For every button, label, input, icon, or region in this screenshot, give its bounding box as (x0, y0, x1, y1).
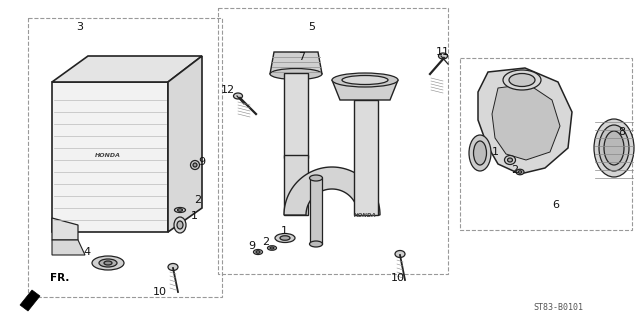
Polygon shape (284, 73, 308, 158)
Ellipse shape (234, 93, 243, 99)
Ellipse shape (193, 163, 197, 167)
Ellipse shape (469, 135, 491, 171)
Ellipse shape (280, 236, 290, 240)
Polygon shape (332, 80, 398, 100)
Ellipse shape (178, 209, 182, 211)
Ellipse shape (270, 68, 322, 79)
Text: 6: 6 (552, 200, 559, 210)
Ellipse shape (594, 119, 634, 177)
Text: 1: 1 (190, 211, 197, 221)
Ellipse shape (256, 251, 260, 253)
Ellipse shape (342, 76, 388, 84)
Text: 10: 10 (391, 273, 405, 283)
Ellipse shape (270, 247, 274, 249)
Text: FR.: FR. (50, 273, 69, 283)
Ellipse shape (177, 221, 183, 229)
Text: 9: 9 (199, 157, 206, 167)
Text: 2: 2 (194, 195, 201, 205)
Text: 1: 1 (492, 147, 499, 157)
Ellipse shape (395, 251, 405, 258)
Ellipse shape (175, 207, 185, 212)
Text: ST83-B0101: ST83-B0101 (533, 303, 583, 313)
Text: 1: 1 (280, 226, 287, 236)
Text: 2: 2 (512, 165, 519, 175)
Ellipse shape (332, 73, 398, 87)
Ellipse shape (310, 175, 322, 181)
Ellipse shape (168, 263, 178, 270)
Text: HONDA: HONDA (354, 212, 376, 218)
Polygon shape (284, 155, 308, 215)
Ellipse shape (190, 161, 199, 170)
Polygon shape (284, 167, 380, 215)
Polygon shape (478, 68, 572, 174)
Polygon shape (354, 100, 378, 215)
Ellipse shape (604, 131, 624, 165)
Ellipse shape (254, 250, 262, 254)
Text: 4: 4 (83, 247, 90, 257)
Ellipse shape (473, 141, 487, 165)
Ellipse shape (508, 158, 513, 162)
Text: HONDA: HONDA (95, 153, 121, 157)
Polygon shape (492, 84, 560, 160)
Ellipse shape (104, 261, 112, 265)
Polygon shape (20, 290, 40, 311)
Polygon shape (310, 178, 322, 244)
Polygon shape (52, 240, 85, 255)
Text: 11: 11 (436, 47, 450, 57)
Ellipse shape (92, 256, 124, 270)
Ellipse shape (438, 53, 448, 59)
Ellipse shape (310, 241, 322, 247)
Polygon shape (270, 52, 322, 74)
Text: 8: 8 (619, 127, 626, 137)
Ellipse shape (275, 234, 295, 243)
Ellipse shape (174, 217, 186, 233)
Ellipse shape (268, 246, 276, 250)
Text: 9: 9 (248, 241, 255, 251)
Ellipse shape (503, 70, 541, 90)
Ellipse shape (599, 125, 629, 171)
Text: 5: 5 (308, 22, 315, 32)
Text: 10: 10 (153, 287, 167, 297)
Text: 2: 2 (262, 237, 269, 247)
Ellipse shape (509, 74, 535, 86)
Polygon shape (52, 82, 168, 232)
Polygon shape (52, 218, 78, 240)
Ellipse shape (516, 169, 524, 175)
Polygon shape (52, 56, 202, 82)
Polygon shape (168, 56, 202, 232)
Text: 12: 12 (221, 85, 235, 95)
Ellipse shape (519, 171, 522, 173)
Ellipse shape (505, 156, 515, 164)
Text: 3: 3 (76, 22, 83, 32)
Ellipse shape (99, 259, 117, 267)
Text: 7: 7 (299, 52, 306, 62)
